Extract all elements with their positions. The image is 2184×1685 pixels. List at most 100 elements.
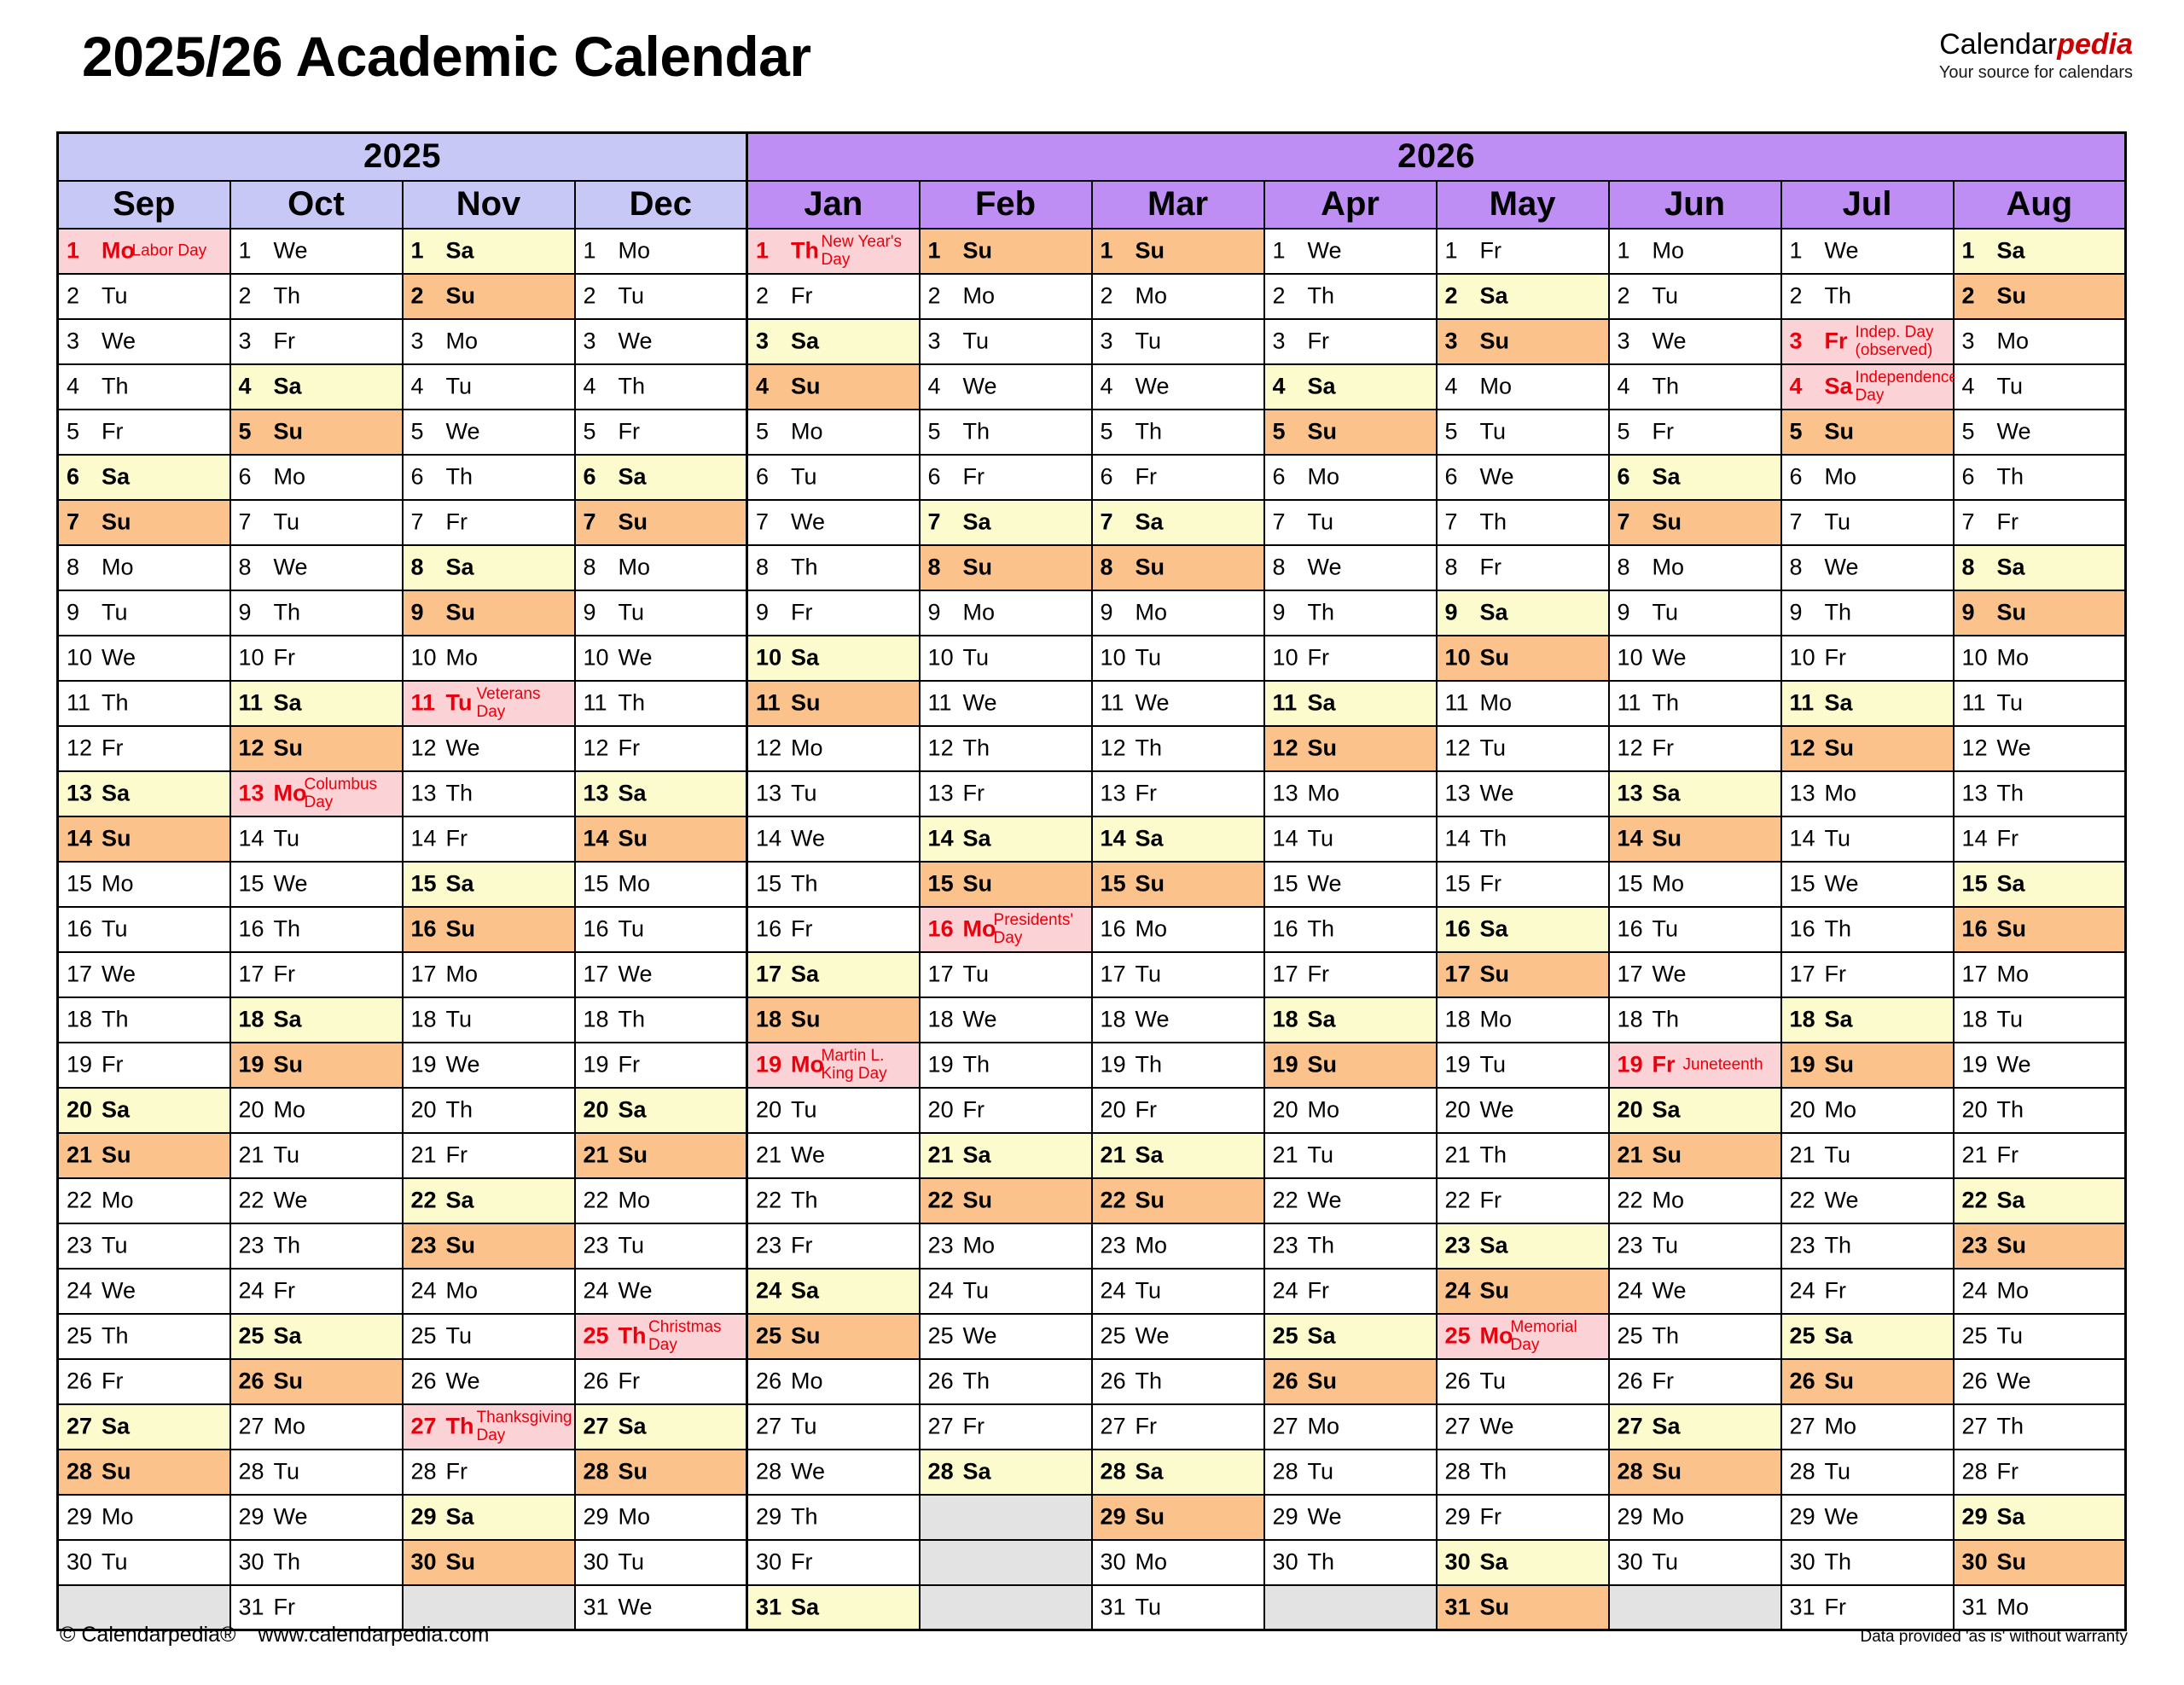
day-cell-nov-6[interactable]: 6 Th — [401, 453, 576, 501]
day-cell-nov-24[interactable]: 24 Mo — [401, 1267, 576, 1315]
day-cell-may-4[interactable]: 4 Mo — [1435, 363, 1610, 410]
day-cell-jul-25[interactable]: 25 Sa — [1780, 1312, 1955, 1360]
day-cell-feb-14[interactable]: 14 Sa — [918, 815, 1093, 863]
day-cell-jun-25[interactable]: 25 Th — [1607, 1312, 1782, 1360]
day-cell-aug-20[interactable]: 20 Th — [1952, 1086, 2127, 1134]
day-cell-nov-27[interactable]: 27 Th Thanksgiving Day — [401, 1403, 576, 1450]
day-cell-apr-4[interactable]: 4 Sa — [1263, 363, 1438, 410]
day-cell-mar-20[interactable]: 20 Fr — [1090, 1086, 1265, 1134]
day-cell-nov-5[interactable]: 5 We — [401, 408, 576, 456]
day-cell-mar-26[interactable]: 26 Th — [1090, 1357, 1265, 1405]
day-cell-jun-29[interactable]: 29 Mo — [1607, 1493, 1782, 1541]
day-cell-feb-23[interactable]: 23 Mo — [918, 1222, 1093, 1270]
day-cell-jan-16[interactable]: 16 Fr — [746, 905, 921, 953]
day-cell-jun-8[interactable]: 8 Mo — [1607, 543, 1782, 591]
day-cell-nov-29[interactable]: 29 Sa — [401, 1493, 576, 1541]
day-cell-sep-30[interactable]: 30 Tu — [56, 1538, 231, 1586]
day-cell-mar-21[interactable]: 21 Sa — [1090, 1131, 1265, 1179]
day-cell-jan-4[interactable]: 4 Su — [746, 363, 921, 410]
day-cell-jan-1[interactable]: 1 Th New Year's Day — [746, 227, 921, 275]
day-cell-dec-11[interactable]: 11 Th — [573, 679, 749, 727]
day-cell-jan-3[interactable]: 3 Sa — [746, 317, 921, 365]
day-cell-may-8[interactable]: 8 Fr — [1435, 543, 1610, 591]
day-cell-feb-20[interactable]: 20 Fr — [918, 1086, 1093, 1134]
day-cell-jul-11[interactable]: 11 Sa — [1780, 679, 1955, 727]
day-cell-feb-27[interactable]: 27 Fr — [918, 1403, 1093, 1450]
day-cell-sep-4[interactable]: 4 Th — [56, 363, 231, 410]
day-cell-nov-20[interactable]: 20 Th — [401, 1086, 576, 1134]
day-cell-may-24[interactable]: 24 Su — [1435, 1267, 1610, 1315]
day-cell-feb-24[interactable]: 24 Tu — [918, 1267, 1093, 1315]
day-cell-jun-14[interactable]: 14 Su — [1607, 815, 1782, 863]
day-cell-feb-18[interactable]: 18 We — [918, 996, 1093, 1043]
day-cell-dec-10[interactable]: 10 We — [573, 634, 749, 682]
day-cell-jul-15[interactable]: 15 We — [1780, 860, 1955, 908]
day-cell-feb-6[interactable]: 6 Fr — [918, 453, 1093, 501]
day-cell-jan-26[interactable]: 26 Mo — [746, 1357, 921, 1405]
day-cell-oct-17[interactable]: 17 Fr — [229, 950, 404, 998]
day-cell-jan-8[interactable]: 8 Th — [746, 543, 921, 591]
day-cell-sep-23[interactable]: 23 Tu — [56, 1222, 231, 1270]
day-cell-sep-11[interactable]: 11 Th — [56, 679, 231, 727]
day-cell-dec-20[interactable]: 20 Sa — [573, 1086, 749, 1134]
day-cell-aug-23[interactable]: 23 Su — [1952, 1222, 2127, 1270]
month-header-feb[interactable]: Feb — [918, 179, 1093, 230]
day-cell-jul-4[interactable]: 4 Sa Independence Day — [1780, 363, 1958, 410]
day-cell-dec-24[interactable]: 24 We — [573, 1267, 749, 1315]
day-cell-jun-28[interactable]: 28 Su — [1607, 1448, 1782, 1496]
day-cell-dec-22[interactable]: 22 Mo — [573, 1177, 749, 1224]
day-cell-mar-2[interactable]: 2 Mo — [1090, 272, 1265, 320]
day-cell-may-23[interactable]: 23 Sa — [1435, 1222, 1610, 1270]
day-cell-apr-2[interactable]: 2 Th — [1263, 272, 1438, 320]
day-cell-jul-5[interactable]: 5 Su — [1780, 408, 1955, 456]
day-cell-may-16[interactable]: 16 Sa — [1435, 905, 1610, 953]
day-cell-oct-4[interactable]: 4 Sa — [229, 363, 404, 410]
day-cell-may-7[interactable]: 7 Th — [1435, 498, 1610, 546]
day-cell-jun-18[interactable]: 18 Th — [1607, 996, 1782, 1043]
day-cell-jun-15[interactable]: 15 Mo — [1607, 860, 1782, 908]
day-cell-aug-12[interactable]: 12 We — [1952, 724, 2127, 772]
day-cell-sep-5[interactable]: 5 Fr — [56, 408, 231, 456]
day-cell-jun-23[interactable]: 23 Tu — [1607, 1222, 1782, 1270]
day-cell-oct-11[interactable]: 11 Sa — [229, 679, 404, 727]
day-cell-apr-22[interactable]: 22 We — [1263, 1177, 1438, 1224]
day-cell-sep-19[interactable]: 19 Fr — [56, 1041, 231, 1089]
day-cell-jul-13[interactable]: 13 Mo — [1780, 770, 1955, 817]
day-cell-jul-21[interactable]: 21 Tu — [1780, 1131, 1955, 1179]
day-cell-aug-30[interactable]: 30 Su — [1952, 1538, 2127, 1586]
day-cell-jul-14[interactable]: 14 Tu — [1780, 815, 1955, 863]
month-header-mar[interactable]: Mar — [1090, 179, 1265, 230]
day-cell-may-20[interactable]: 20 We — [1435, 1086, 1610, 1134]
day-cell-sep-26[interactable]: 26 Fr — [56, 1357, 231, 1405]
day-cell-jul-17[interactable]: 17 Fr — [1780, 950, 1955, 998]
day-cell-feb-10[interactable]: 10 Tu — [918, 634, 1093, 682]
day-cell-oct-6[interactable]: 6 Mo — [229, 453, 404, 501]
day-cell-nov-25[interactable]: 25 Tu — [401, 1312, 576, 1360]
day-cell-sep-12[interactable]: 12 Fr — [56, 724, 231, 772]
day-cell-jul-20[interactable]: 20 Mo — [1780, 1086, 1955, 1134]
day-cell-oct-1[interactable]: 1 We — [229, 227, 404, 275]
month-header-oct[interactable]: Oct — [229, 179, 404, 230]
day-cell-may-12[interactable]: 12 Tu — [1435, 724, 1610, 772]
day-cell-may-6[interactable]: 6 We — [1435, 453, 1610, 501]
day-cell-jun-19[interactable]: 19 Fr Juneteenth — [1607, 1041, 1782, 1089]
day-cell-sep-27[interactable]: 27 Sa — [56, 1403, 231, 1450]
day-cell-oct-21[interactable]: 21 Tu — [229, 1131, 404, 1179]
day-cell-dec-2[interactable]: 2 Tu — [573, 272, 749, 320]
day-cell-mar-17[interactable]: 17 Tu — [1090, 950, 1265, 998]
day-cell-jan-28[interactable]: 28 We — [746, 1448, 921, 1496]
day-cell-sep-17[interactable]: 17 We — [56, 950, 231, 998]
day-cell-oct-10[interactable]: 10 Fr — [229, 634, 404, 682]
day-cell-mar-28[interactable]: 28 Sa — [1090, 1448, 1265, 1496]
day-cell-dec-27[interactable]: 27 Sa — [573, 1403, 749, 1450]
day-cell-may-11[interactable]: 11 Mo — [1435, 679, 1610, 727]
month-header-jul[interactable]: Jul — [1780, 179, 1955, 230]
day-cell-nov-13[interactable]: 13 Th — [401, 770, 576, 817]
day-cell-oct-27[interactable]: 27 Mo — [229, 1403, 404, 1450]
day-cell-feb-21[interactable]: 21 Sa — [918, 1131, 1093, 1179]
day-cell-apr-26[interactable]: 26 Su — [1263, 1357, 1438, 1405]
day-cell-dec-9[interactable]: 9 Tu — [573, 589, 749, 636]
day-cell-oct-7[interactable]: 7 Tu — [229, 498, 404, 546]
day-cell-jul-18[interactable]: 18 Sa — [1780, 996, 1955, 1043]
day-cell-nov-26[interactable]: 26 We — [401, 1357, 576, 1405]
